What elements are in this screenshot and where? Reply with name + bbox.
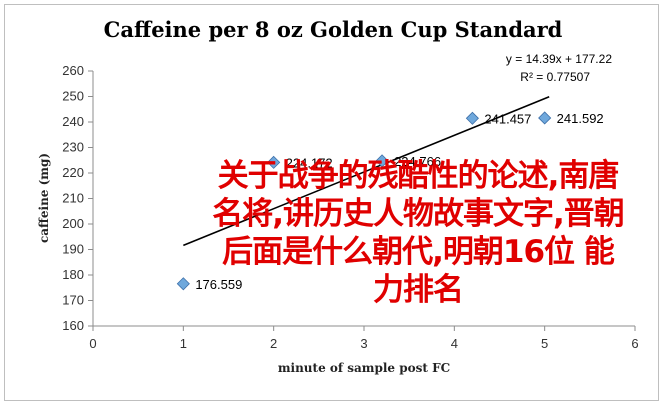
data-label: 241.592	[557, 111, 604, 126]
data-point	[267, 155, 281, 169]
x-tick-label: 2	[270, 336, 277, 351]
data-label: 224.172	[286, 155, 333, 170]
x-tick-label: 1	[180, 336, 187, 351]
data-label: 241.457	[484, 111, 531, 126]
data-point	[538, 111, 552, 125]
chart-frame	[4, 4, 659, 401]
y-tick-label: 260	[62, 63, 84, 78]
y-tick-label: 250	[62, 89, 84, 104]
y-tick-label: 160	[62, 318, 84, 333]
y-tick-label: 180	[62, 267, 84, 282]
trendline-equation: y = 14.39x + 177.22	[506, 52, 612, 66]
y-tick-label: 200	[62, 216, 84, 231]
x-tick-label: 3	[360, 336, 367, 351]
trendline	[183, 96, 550, 247]
x-tick-label: 0	[89, 336, 96, 351]
y-tick-label: 230	[62, 140, 84, 155]
data-point	[465, 111, 479, 125]
y-tick-label: 190	[62, 242, 84, 257]
y-axis-title: caffeine (mg)	[37, 153, 51, 243]
x-axis-title: minute of sample post FC	[278, 361, 450, 375]
y-tick-label: 220	[62, 165, 84, 180]
x-tick-label: 5	[541, 336, 548, 351]
chart-title: Caffeine per 8 oz Golden Cup Standard	[104, 17, 563, 42]
x-tick-label: 4	[451, 336, 458, 351]
x-tick-label: 6	[631, 336, 638, 351]
data-point	[176, 277, 190, 291]
data-label: 176.559	[195, 277, 242, 292]
y-tick-label: 170	[62, 293, 84, 308]
r-squared-label: R² = 0.77507	[520, 70, 590, 84]
y-tick-label: 240	[62, 114, 84, 129]
overlay-watermark-text: 关于战争的残酷性的论述,南唐名将,讲历史人物故事文字,晋朝后面是什么朝代,明朝1…	[212, 158, 625, 308]
data-label: 224.766	[394, 154, 441, 169]
y-tick-label: 210	[62, 191, 84, 206]
data-point	[375, 154, 389, 168]
